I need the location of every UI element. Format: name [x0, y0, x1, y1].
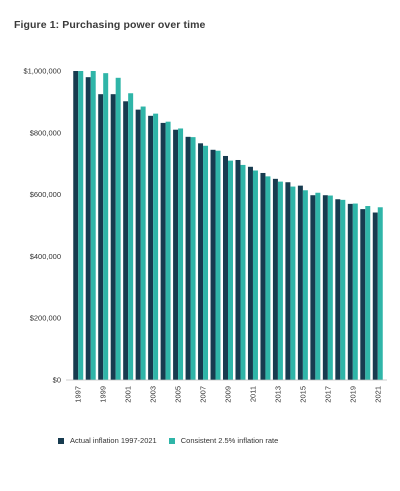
x-tick-label: 2013 — [273, 386, 282, 403]
bar-actual-2016 — [310, 195, 316, 380]
bar-actual-2014 — [285, 182, 291, 380]
x-tick-label: 1997 — [74, 386, 83, 403]
bar-consistent-2015 — [302, 190, 308, 380]
x-tick-label: 2021 — [373, 386, 382, 403]
x-tick-label: 2015 — [298, 386, 307, 403]
bar-actual-2017 — [322, 195, 328, 380]
x-tick-label: 2001 — [124, 386, 133, 403]
bar-consistent-2002 — [140, 106, 146, 380]
bar-actual-2020 — [360, 209, 366, 380]
bar-consistent-2011 — [252, 170, 258, 380]
bar-actual-2002 — [135, 109, 141, 381]
bar-actual-2011 — [247, 166, 253, 380]
legend-swatch-consistent — [168, 437, 175, 444]
y-tick-label: $0 — [53, 376, 61, 385]
y-tick-label: $200,000 — [30, 314, 61, 323]
y-tick-label: $400,000 — [30, 252, 61, 261]
bar-actual-2008 — [210, 149, 216, 380]
bar-consistent-2008 — [215, 150, 221, 380]
bar-actual-2009 — [223, 155, 228, 380]
bar-consistent-2004 — [165, 121, 171, 381]
x-tick-label: 2019 — [348, 386, 357, 403]
bar-consistent-2013 — [277, 181, 283, 380]
bar-actual-2004 — [160, 122, 166, 380]
bar-actual-2006 — [185, 136, 191, 380]
y-tick-label: $600,000 — [30, 190, 61, 199]
bar-consistent-2001 — [128, 93, 134, 380]
bar-actual-1999 — [98, 94, 104, 381]
bar-group — [73, 71, 383, 381]
x-tick-label: 2011 — [248, 386, 257, 402]
x-tick-label: 2017 — [323, 386, 332, 403]
bar-consistent-1997 — [78, 71, 84, 380]
bar-chart: $0 $200,000 $400,000 $600,000 $800,000 $1,000… — [23, 67, 387, 403]
bar-actual-2021 — [372, 212, 378, 380]
x-tick-label: 2003 — [149, 386, 158, 403]
bar-actual-1998 — [85, 77, 91, 381]
bar-consistent-2019 — [352, 203, 358, 380]
bar-actual-2015 — [297, 185, 303, 380]
x-tick-label: 2007 — [199, 386, 208, 403]
y-tick-label: $800,000 — [30, 128, 61, 137]
bar-actual-2000 — [110, 94, 116, 381]
bar-consistent-2000 — [115, 77, 121, 381]
chart-title: Figure 1: Purchasing power over time — [14, 19, 206, 31]
legend-item-actual: Actual inflation 1997-2021 — [58, 436, 157, 445]
legend-label-consistent: Consistent 2.5% inflation rate — [180, 436, 279, 445]
bar-consistent-2006 — [190, 137, 196, 380]
y-axis-ticks: $0 $200,000 $400,000 $600,000 $800,000 $1,000… — [23, 67, 61, 385]
x-axis-ticks: 1997 1999 2001 2003 2005 2007 2009 2011 2013 2015… — [74, 386, 383, 403]
legend: Actual inflation 1997-2021 Consistent 2.… — [58, 436, 290, 445]
bar-consistent-2020 — [365, 206, 371, 380]
bar-consistent-2007 — [203, 145, 209, 380]
bar-actual-2005 — [173, 129, 179, 380]
bar-actual-2007 — [198, 143, 204, 380]
bar-consistent-2010 — [240, 164, 246, 380]
bar-consistent-1998 — [90, 71, 96, 380]
bar-actual-2001 — [123, 101, 129, 380]
bar-consistent-2018 — [340, 199, 346, 380]
bar-actual-2013 — [272, 178, 278, 380]
bar-consistent-2009 — [228, 160, 233, 380]
bar-consistent-2003 — [153, 113, 159, 380]
bar-actual-2018 — [335, 199, 341, 380]
bar-consistent-2014 — [290, 186, 296, 380]
bar-actual-2012 — [260, 172, 266, 380]
x-tick-label: 2005 — [174, 386, 183, 403]
y-tick-label: $1,000,000 — [23, 67, 61, 76]
bar-actual-2003 — [148, 115, 154, 380]
bar-actual-2019 — [347, 203, 353, 380]
legend-item-consistent: Consistent 2.5% inflation rate — [168, 436, 279, 445]
legend-label-actual: Actual inflation 1997-2021 — [70, 436, 157, 445]
bar-actual-2010 — [235, 159, 241, 380]
legend-swatch-actual — [58, 437, 64, 444]
x-tick-label: 1999 — [99, 386, 108, 403]
bar-consistent-2021 — [377, 207, 383, 380]
bar-consistent-2012 — [265, 176, 271, 380]
bar-consistent-1999 — [103, 73, 109, 380]
bar-consistent-2017 — [327, 195, 333, 380]
x-tick-label: 2009 — [224, 386, 233, 403]
bar-consistent-2016 — [315, 192, 321, 380]
bar-consistent-2005 — [178, 128, 184, 380]
bar-actual-1997 — [73, 71, 79, 380]
